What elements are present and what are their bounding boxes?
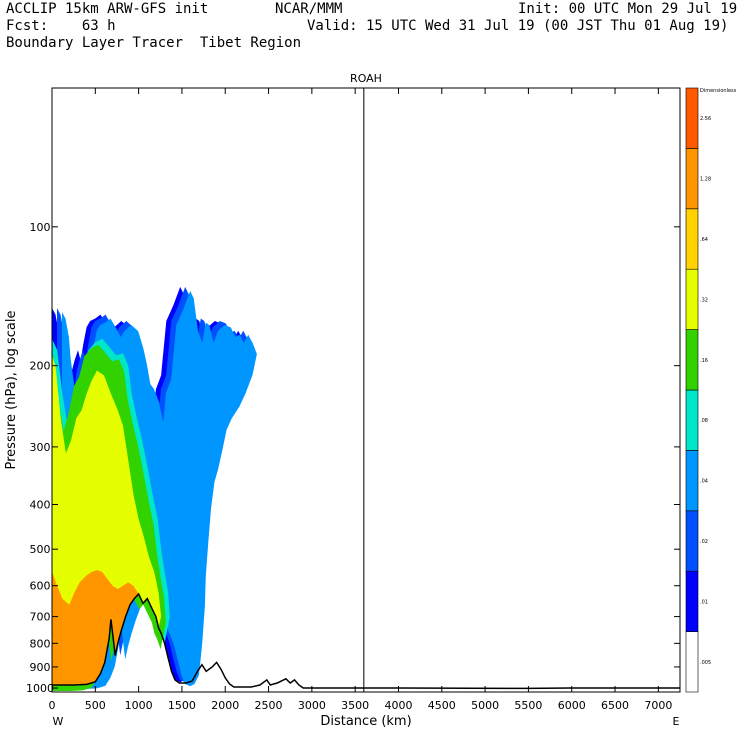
x-tick-label: 0: [49, 699, 56, 712]
x-axis-west-label: W: [53, 715, 64, 728]
colorbar-swatch: [685, 208, 699, 270]
x-tick-label: 3000: [298, 699, 326, 712]
x-tick-label: 4500: [428, 699, 456, 712]
header-init-time: Init: 00 UTC Mon 29 Jul 19: [518, 1, 738, 17]
x-tick-label: 500: [85, 699, 106, 712]
y-axis-label: Pressure (hPa), log scale: [4, 311, 19, 470]
x-tick-label: 7000: [644, 699, 672, 712]
colorbar-swatch: [685, 631, 699, 693]
colorbar-level-label: .02: [700, 539, 708, 545]
x-tick-label: 1000: [125, 699, 153, 712]
colorbar-level-label: .64: [700, 237, 708, 243]
y-tick-label: 1000: [26, 682, 54, 695]
y-tick-label: 400: [30, 499, 51, 512]
colorbar: .005 .01 .02 .04 .08 .16 .32 .64 1.28 2.56 Dimensi…: [685, 87, 737, 693]
colorbar-unit-label: Dimensionless: [700, 88, 737, 94]
colorbar-swatch: [685, 510, 699, 572]
colorbar-swatch: [685, 148, 699, 210]
y-tick-label: 300: [30, 441, 51, 454]
colorbar-level-label: .01: [700, 599, 708, 605]
colorbar-level-label: .005: [700, 660, 711, 666]
colorbar-level-label: .32: [700, 297, 708, 303]
x-tick-label: 2500: [255, 699, 283, 712]
x-axis-label: Distance (km): [320, 714, 411, 729]
x-tick-label: 6000: [558, 699, 586, 712]
header-valid-time: Valid: 15 UTC Wed 31 Jul 19 (00 JST Thu …: [307, 18, 729, 34]
colorbar-level-label: 2.56: [700, 116, 711, 122]
chart-title: ROAH: [350, 72, 382, 85]
plot-frame: [51, 87, 681, 693]
header-forecast-hour: Fcst: 63 h: [6, 18, 116, 34]
y-tick-label: 100: [30, 221, 51, 234]
x-axis-east-label: E: [673, 715, 680, 728]
header-field-name: Boundary Layer Tracer Tibet Region: [6, 35, 302, 51]
x-tick-label: 5500: [514, 699, 542, 712]
colorbar-swatch: [685, 87, 699, 149]
colorbar-swatch: [685, 389, 699, 451]
header-organization: NCAR/MMM: [275, 1, 343, 17]
colorbar-level-label: .16: [700, 358, 708, 364]
colorbar-swatch: [685, 570, 699, 632]
colorbar-level-label: 1.28: [700, 177, 711, 183]
y-tick-label: 700: [30, 611, 51, 624]
y-tick-label: 900: [30, 661, 51, 674]
x-tick-label: 5000: [471, 699, 499, 712]
header-model-title: ACCLIP 15km ARW-GFS init: [6, 1, 209, 17]
x-tick-label: 3500: [341, 699, 369, 712]
y-tick-label: 500: [30, 543, 51, 556]
x-tick-label: 1500: [168, 699, 196, 712]
y-tick-label: 200: [30, 360, 51, 373]
tracer-fill-orange: [52, 570, 139, 685]
colorbar-level-label: .08: [700, 418, 708, 424]
y-tick-label: 600: [30, 580, 51, 593]
y-tick-label: 800: [30, 637, 51, 650]
x-tick-label: 4000: [384, 699, 412, 712]
x-tick-label: 6500: [601, 699, 629, 712]
colorbar-level-label: .04: [700, 479, 708, 485]
colorbar-swatch: [685, 268, 699, 330]
colorbar-swatch: [685, 329, 699, 391]
x-tick-label: 2000: [211, 699, 239, 712]
terrain-line: [52, 592, 680, 690]
colorbar-swatch: [685, 450, 699, 512]
